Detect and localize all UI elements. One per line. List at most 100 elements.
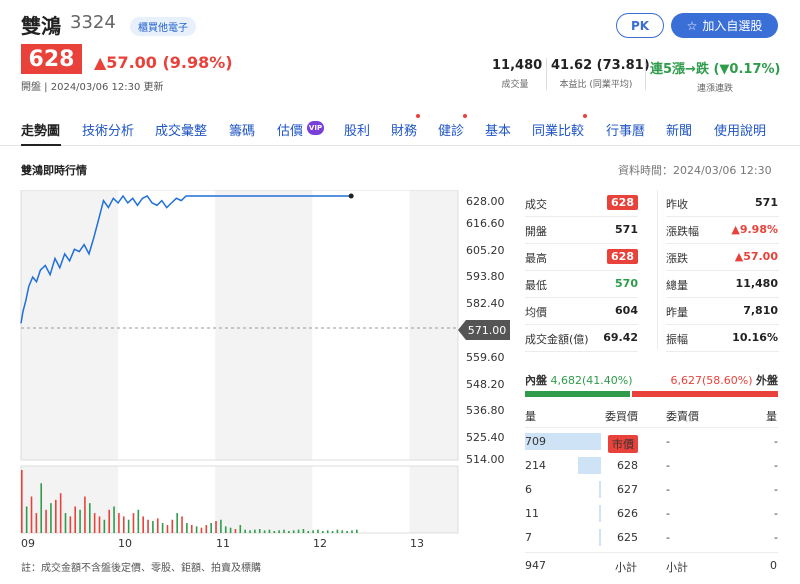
stat-pe: 41.62 (73.81) 本益比 (同業平均) xyxy=(551,58,650,90)
tab-basic[interactable]: 基本 xyxy=(485,124,512,139)
tab-help[interactable]: 使用說明 xyxy=(714,124,767,139)
volume-bar xyxy=(210,523,212,533)
quote-value: ▲57.00 xyxy=(735,250,778,263)
divider xyxy=(525,270,638,271)
quote-label: 昨收 xyxy=(666,198,688,211)
quote-value: 628 xyxy=(607,195,638,210)
volume-bar xyxy=(200,527,203,533)
volume-bar xyxy=(166,525,169,533)
bid-volume: 214 xyxy=(525,459,546,472)
stock-name: 雙鴻 xyxy=(21,14,61,38)
divider xyxy=(666,243,779,244)
volume-bar xyxy=(278,530,280,533)
stat-value: 11,480 xyxy=(492,58,543,73)
tab-technical[interactable]: 技術分析 xyxy=(82,124,135,139)
tab-trend[interactable]: 走勢圖 xyxy=(21,124,61,139)
notification-dot-icon xyxy=(463,114,467,118)
tab-calendar[interactable]: 行事曆 xyxy=(606,124,646,139)
bid-volume-bar xyxy=(525,433,601,450)
active-tab-underline xyxy=(21,144,61,146)
quote-value-text: ▲57.00 xyxy=(734,250,778,263)
volume-bar xyxy=(156,518,159,533)
bid-total: 947 xyxy=(525,559,546,572)
quote-value: 7,810 xyxy=(743,304,778,317)
divider xyxy=(666,270,779,271)
quote-value: 571 xyxy=(615,223,638,236)
ob-header-ask-price: 委賣價 xyxy=(666,410,699,423)
ob-header-bid-price: 委買價 xyxy=(605,410,638,423)
volume-bar xyxy=(263,530,266,533)
add-watchlist-button[interactable]: ☆ 加入自選股 xyxy=(671,13,778,38)
star-icon: ☆ xyxy=(686,18,698,33)
volume-bar xyxy=(35,513,38,533)
y-tick-label: 525.40 xyxy=(466,431,505,444)
volume-bar xyxy=(54,499,57,533)
volume-bar xyxy=(103,519,106,533)
quote-label: 漲跌 xyxy=(666,252,688,265)
bid-price: 市價 xyxy=(608,435,638,453)
quote-value: 570 xyxy=(615,277,638,290)
divider xyxy=(525,216,638,217)
tab-valuation[interactable]: 估價 xyxy=(277,124,304,139)
pk-button[interactable]: PK xyxy=(616,13,664,38)
volume-bar xyxy=(93,513,96,533)
quote-value: 571 xyxy=(755,196,778,209)
ask-price: - xyxy=(666,531,670,544)
divider xyxy=(666,216,779,217)
quote-label: 均價 xyxy=(525,306,547,319)
tab-dividend[interactable]: 股利 xyxy=(344,124,371,139)
volume-bar xyxy=(254,529,256,533)
y-tick-label: 559.60 xyxy=(466,351,505,364)
volume-bar xyxy=(161,523,164,533)
tab-peer-compare[interactable]: 同業比較 xyxy=(532,124,585,139)
tab-chips[interactable]: 籌碼 xyxy=(229,124,256,139)
quote-label: 成交 xyxy=(525,198,547,211)
y-tick-label: 582.40 xyxy=(466,297,505,310)
volume-bar xyxy=(118,513,120,533)
price-line xyxy=(20,194,352,324)
volume-bar xyxy=(356,529,358,533)
notification-dot-icon xyxy=(416,114,420,118)
stat-value: 41.62 (73.81) xyxy=(551,58,650,73)
ask-volume: - xyxy=(774,459,778,472)
update-info: 開盤 | 2024/03/06 12:30 更新 xyxy=(21,82,164,93)
tab-news[interactable]: 新聞 xyxy=(666,124,693,139)
volume-bar xyxy=(341,530,344,533)
bid-volume-bar xyxy=(578,457,601,474)
divider xyxy=(525,297,638,298)
volume-bar xyxy=(122,516,125,533)
quote-label: 開盤 xyxy=(525,225,547,238)
volume-bar xyxy=(113,506,115,533)
stat-label: 本益比 (同業平均) xyxy=(559,80,633,90)
tab-bar: 走勢圖 技術分析 成交彙整 籌碼 估價 股利 財務 健診 基本 同業比較 行事曆… xyxy=(0,116,800,146)
volume-bar xyxy=(127,519,130,533)
hour-band xyxy=(215,190,313,460)
divider xyxy=(525,427,778,428)
plot-border xyxy=(20,190,459,461)
quote-value-text: 571 xyxy=(615,223,638,236)
volume-bar xyxy=(205,525,208,533)
tab-financial[interactable]: 財務 xyxy=(391,124,418,139)
quote-label: 成交金額(億) xyxy=(525,333,589,346)
volume-bar xyxy=(229,527,232,533)
quote-value-text: 604 xyxy=(615,304,638,317)
volume-bar xyxy=(283,529,285,533)
quote-value-text: 69.42 xyxy=(603,331,638,344)
add-watchlist-label: 加入自選股 xyxy=(702,19,763,33)
ask-volume: - xyxy=(774,483,778,496)
volume-bar xyxy=(186,523,188,533)
volume-bar xyxy=(346,531,348,533)
reference-price-tag: 571.00 xyxy=(458,320,510,340)
inner-label: 內盤 xyxy=(525,374,547,387)
volume-bar xyxy=(152,521,154,533)
ask-total: 0 xyxy=(770,559,777,572)
volume-bar xyxy=(69,516,72,533)
market-tag[interactable]: 櫃買他電子 xyxy=(130,17,196,36)
tab-trades[interactable]: 成交彙整 xyxy=(155,124,208,139)
quote-value: 10.16% xyxy=(732,331,778,344)
volume-bar xyxy=(21,470,23,533)
bid-volume: 11 xyxy=(525,507,539,520)
tab-health[interactable]: 健診 xyxy=(438,124,465,139)
quote-value-text: 11,480 xyxy=(735,277,778,290)
